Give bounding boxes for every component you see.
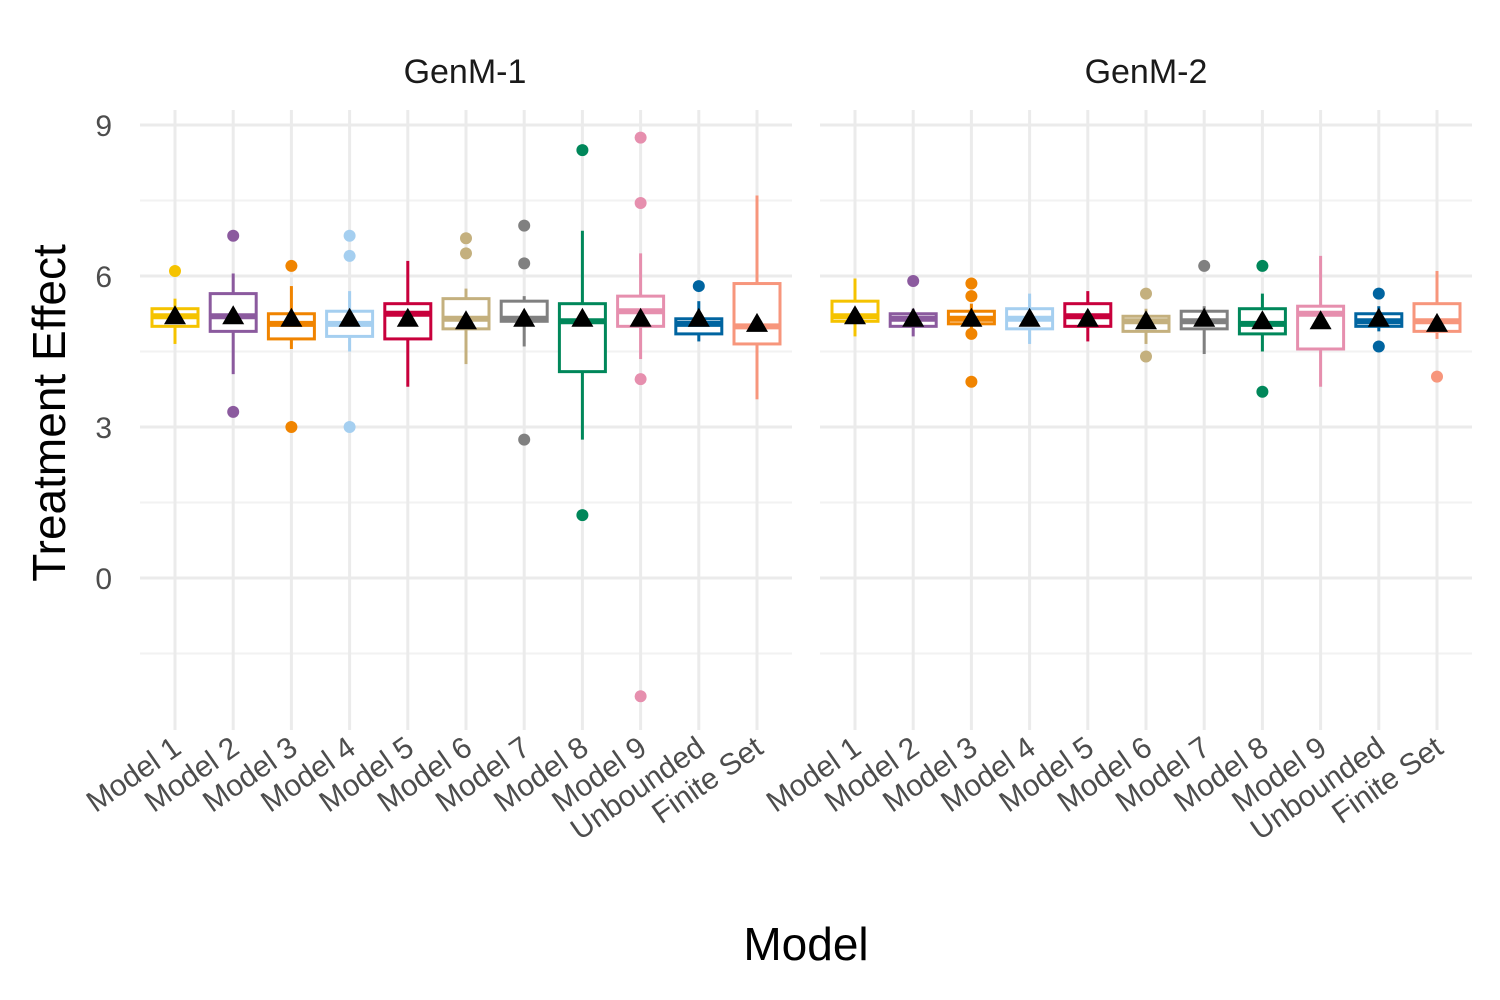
outlier-point: [634, 197, 647, 210]
box-model-4: [325, 229, 375, 433]
outlier-point: [965, 375, 978, 388]
mean-marker: [396, 307, 419, 327]
mean-marker: [280, 307, 303, 327]
y-axis-title: Treatment Effect: [23, 244, 75, 582]
mean-marker: [902, 307, 925, 327]
box-model-7: [1179, 259, 1229, 355]
grid-layer: [140, 110, 1472, 730]
box-model-2: [888, 275, 938, 337]
mean-marker: [1309, 310, 1332, 330]
outlier-point: [965, 277, 978, 290]
outlier-point: [1198, 259, 1211, 272]
outlier-point: [460, 232, 472, 245]
mean-marker: [1367, 307, 1390, 327]
outlier-point: [343, 249, 356, 262]
outlier-point: [343, 229, 356, 242]
y-tick-label: 6: [95, 261, 112, 294]
mean-marker: [222, 305, 245, 325]
mean-marker: [746, 312, 768, 332]
box-model-9: [616, 131, 666, 703]
mean-marker: [687, 307, 710, 327]
mean-marker: [1193, 307, 1216, 327]
box-finite-set: [732, 195, 782, 400]
outlier-point: [285, 421, 298, 433]
y-tick-label: 9: [95, 110, 112, 143]
outlier-point: [1372, 340, 1385, 353]
outlier-point: [634, 373, 647, 386]
outlier-point: [460, 247, 472, 260]
outlier-point: [965, 290, 978, 303]
panel-title-genm-1: GenM-1: [404, 53, 527, 91]
iqr-box: [208, 292, 258, 333]
mean-marker: [164, 305, 186, 325]
outlier-point: [1140, 287, 1152, 300]
panel-titles: GenM-1 GenM-2: [404, 53, 1208, 91]
box-model-1: [830, 278, 880, 337]
y-tick-label: 0: [95, 563, 112, 596]
box-model-5: [383, 260, 433, 387]
panel-2-boxes: [830, 255, 1462, 398]
box-model-3: [266, 259, 316, 433]
outlier-point: [518, 257, 531, 270]
outlier-point: [965, 327, 978, 340]
mean-marker: [1076, 307, 1099, 327]
outlier-point: [1140, 350, 1152, 363]
mean-marker: [571, 307, 594, 327]
box-model-4: [1005, 293, 1055, 344]
mean-marker: [1251, 310, 1274, 330]
box-model-3: [946, 277, 996, 388]
outlier-point: [1431, 370, 1443, 383]
outlier-point: [634, 131, 647, 144]
box-model-9: [1296, 255, 1346, 387]
outlier-point: [169, 264, 181, 277]
boxes-layer: [150, 131, 1462, 703]
box-model-8: [1237, 259, 1287, 398]
y-tick-label: 3: [95, 412, 112, 445]
outlier-point: [518, 219, 531, 232]
outlier-point: [576, 509, 589, 522]
mean-marker: [338, 307, 361, 327]
box-finite-set: [1412, 270, 1462, 383]
outlier-point: [285, 259, 298, 272]
mean-marker: [513, 307, 536, 327]
outlier-point: [518, 433, 531, 446]
box-model-8: [557, 144, 607, 522]
mean-marker: [455, 310, 477, 330]
box-model-6: [441, 232, 491, 365]
mean-marker: [1426, 312, 1448, 332]
mean-marker: [844, 305, 866, 325]
box-model-5: [1063, 291, 1113, 342]
mean-marker: [1018, 307, 1041, 327]
outlier-point: [1256, 385, 1269, 398]
box-unbounded: [674, 280, 724, 342]
panel-title-genm-2: GenM-2: [1085, 53, 1208, 91]
outlier-point: [692, 280, 705, 293]
outlier-point: [343, 421, 356, 433]
panel-1-boxes: [150, 131, 782, 703]
mean-marker: [1135, 310, 1157, 330]
box-model-1: [150, 264, 200, 344]
box-model-7: [499, 219, 549, 446]
outlier-point: [634, 690, 647, 703]
mean-marker: [960, 307, 983, 327]
outlier-point: [907, 275, 920, 288]
outlier-point: [227, 229, 240, 242]
box-model-2: [208, 229, 258, 418]
box-unbounded: [1354, 287, 1404, 353]
outlier-point: [576, 144, 589, 157]
y-tick-labels: 0 3 6 9: [95, 110, 112, 596]
outlier-point: [227, 405, 240, 418]
outlier-point: [1372, 287, 1385, 300]
mean-marker: [629, 307, 652, 327]
box-model-6: [1121, 287, 1171, 363]
outlier-point: [1256, 259, 1269, 272]
x-axis-title: Model: [743, 918, 868, 970]
